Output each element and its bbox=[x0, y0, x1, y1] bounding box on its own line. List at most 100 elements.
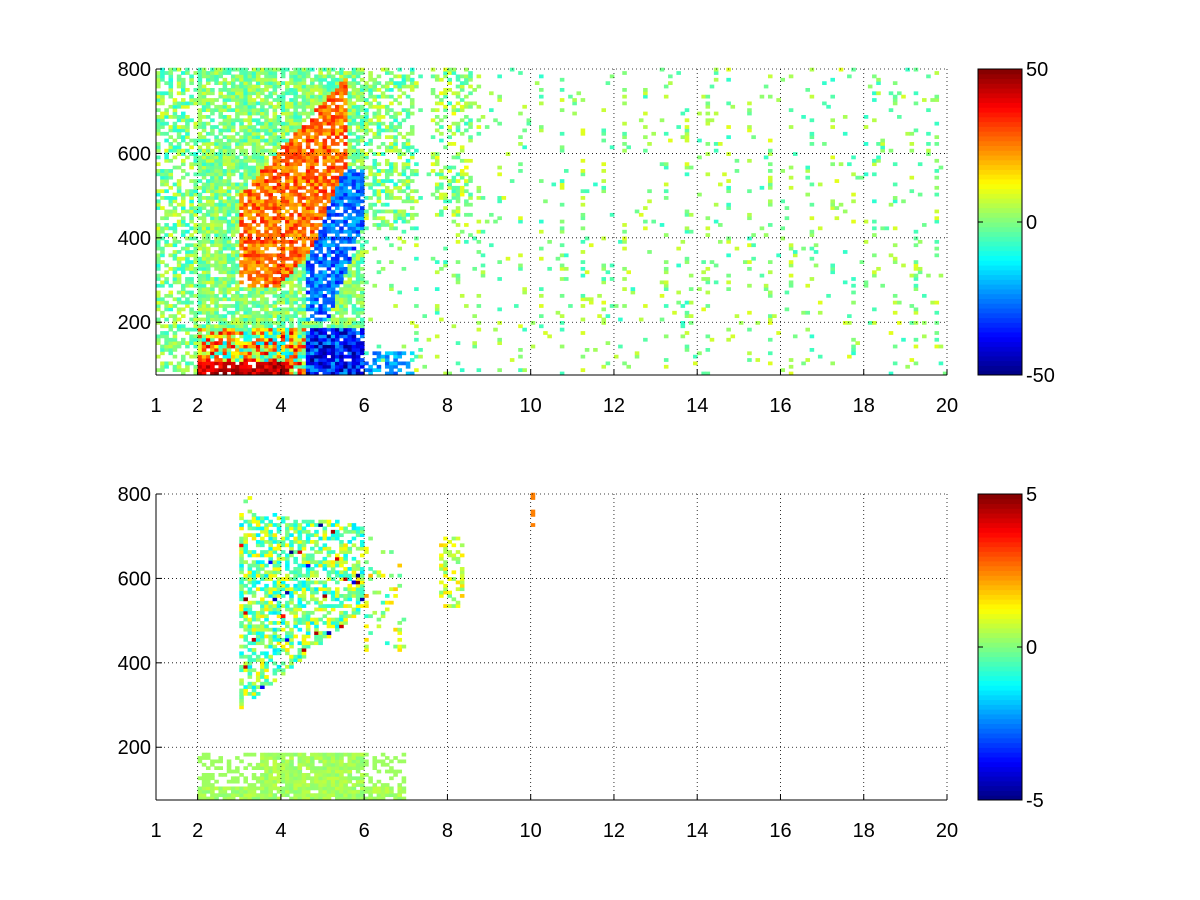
heatmap-cell bbox=[468, 175, 473, 180]
heatmap-cell bbox=[409, 67, 415, 72]
heatmap-cell bbox=[397, 87, 403, 92]
heatmap-cell bbox=[314, 135, 319, 140]
heatmap-cell bbox=[359, 320, 365, 325]
heatmap-cell bbox=[268, 104, 273, 109]
heatmap-cell bbox=[280, 138, 286, 143]
heatmap-cell bbox=[201, 266, 207, 271]
heatmap-cell bbox=[226, 324, 232, 329]
heatmap-cell bbox=[193, 182, 199, 187]
heatmap-cell bbox=[310, 148, 315, 153]
heatmap-cell bbox=[268, 138, 273, 143]
heatmap-cell bbox=[318, 71, 323, 75]
heatmap-cell bbox=[218, 128, 224, 133]
heatmap-cell bbox=[297, 307, 303, 312]
heatmap-cell bbox=[522, 145, 527, 150]
heatmap-cell bbox=[355, 212, 361, 217]
heatmap-cell bbox=[218, 364, 224, 369]
heatmap-cell bbox=[235, 67, 240, 72]
heatmap-cell bbox=[276, 300, 282, 305]
heatmap-cell bbox=[226, 115, 232, 119]
heatmap-cell bbox=[343, 216, 348, 221]
heatmap-cell bbox=[339, 317, 344, 322]
heatmap-cell bbox=[272, 331, 278, 335]
heatmap-cell bbox=[434, 101, 440, 106]
heatmap-cell bbox=[301, 320, 307, 325]
heatmap-cell bbox=[451, 175, 457, 180]
heatmap-cell bbox=[330, 115, 336, 119]
heatmap-cell bbox=[276, 165, 282, 170]
heatmap-cell bbox=[355, 91, 361, 96]
heatmap-cell bbox=[172, 115, 178, 119]
heatmap-cell bbox=[301, 223, 307, 227]
colorbar-swatch bbox=[978, 217, 1022, 223]
heatmap-cell bbox=[289, 290, 294, 295]
heatmap-cell bbox=[409, 216, 415, 221]
heatmap-cell bbox=[380, 67, 386, 72]
heatmap-cell bbox=[172, 196, 178, 200]
heatmap-cell bbox=[343, 74, 348, 79]
heatmap-cell bbox=[468, 196, 473, 200]
heatmap-cell bbox=[314, 84, 319, 89]
heatmap-cell bbox=[285, 364, 290, 369]
heatmap-cell bbox=[301, 104, 307, 109]
heatmap-cell bbox=[210, 125, 215, 129]
heatmap-cell bbox=[285, 358, 290, 362]
heatmap-cell bbox=[305, 344, 311, 349]
heatmap-cell bbox=[289, 145, 294, 150]
heatmap-cell bbox=[339, 121, 344, 126]
heatmap-cell bbox=[268, 169, 273, 173]
heatmap-cell bbox=[210, 111, 215, 116]
heatmap-cell bbox=[443, 108, 448, 113]
heatmap-cell bbox=[255, 287, 261, 291]
heatmap-cell bbox=[205, 158, 211, 163]
heatmap-cell bbox=[189, 260, 194, 264]
heatmap-cell bbox=[447, 81, 452, 86]
heatmap-cell bbox=[289, 189, 294, 194]
heatmap-cell bbox=[247, 239, 253, 244]
heatmap-cell bbox=[264, 239, 269, 244]
heatmap-cell bbox=[376, 179, 382, 183]
heatmap-cell bbox=[201, 283, 207, 288]
heatmap-cell bbox=[622, 131, 627, 136]
heatmap-cell bbox=[247, 368, 253, 373]
heatmap-cell bbox=[359, 256, 365, 261]
colorbar-swatch bbox=[978, 365, 1022, 371]
heatmap-cell bbox=[684, 128, 690, 133]
heatmap-cell bbox=[164, 239, 169, 244]
heatmap-cell bbox=[218, 81, 224, 86]
heatmap-cell bbox=[201, 300, 207, 305]
heatmap-cell bbox=[280, 111, 286, 116]
heatmap-cell bbox=[305, 253, 311, 258]
heatmap-cell bbox=[222, 104, 228, 109]
heatmap-cell bbox=[443, 260, 448, 264]
heatmap-cell bbox=[272, 341, 278, 346]
heatmap-cell bbox=[359, 223, 365, 227]
heatmap-cell bbox=[180, 256, 186, 261]
heatmap-cell bbox=[330, 250, 336, 254]
heatmap-cell bbox=[405, 108, 411, 113]
heatmap-cell bbox=[414, 304, 419, 308]
heatmap-cell bbox=[355, 152, 361, 156]
heatmap-cell bbox=[663, 189, 669, 194]
heatmap-cell bbox=[834, 206, 840, 210]
heatmap-cell bbox=[205, 361, 211, 366]
heatmap-cell bbox=[293, 250, 298, 254]
heatmap-cell bbox=[297, 358, 303, 362]
heatmap-cell bbox=[788, 283, 794, 288]
heatmap-cell bbox=[767, 148, 773, 153]
heatmap-cell bbox=[160, 364, 165, 369]
colorbar-swatch bbox=[978, 250, 1022, 256]
heatmap-cell bbox=[376, 128, 382, 133]
heatmap-cell bbox=[326, 145, 332, 150]
heatmap-cell bbox=[305, 290, 311, 295]
heatmap-cell bbox=[330, 364, 336, 369]
heatmap-cell bbox=[335, 185, 340, 190]
heatmap-cell bbox=[701, 371, 706, 376]
heatmap-cell bbox=[226, 226, 232, 231]
heatmap-cell bbox=[310, 81, 315, 86]
heatmap-cell bbox=[214, 331, 219, 335]
heatmap-cell bbox=[335, 135, 340, 140]
heatmap-cell bbox=[913, 128, 919, 133]
heatmap-cell bbox=[580, 189, 586, 194]
heatmap-cell bbox=[247, 91, 253, 96]
